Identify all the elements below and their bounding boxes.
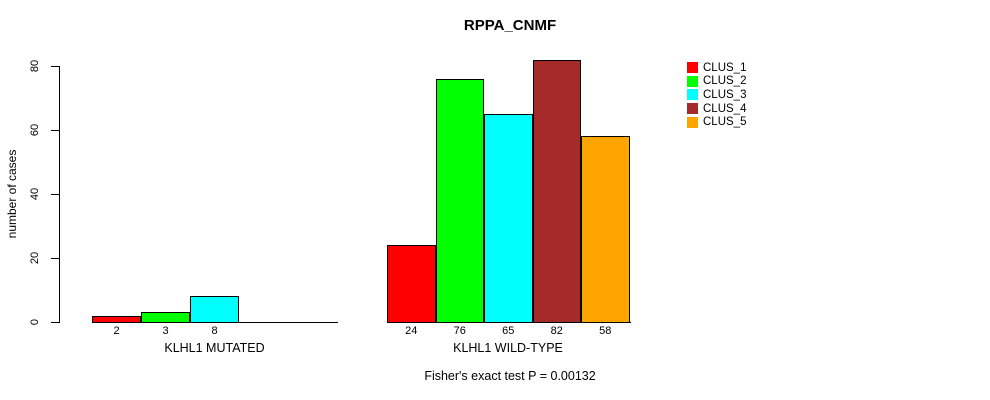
fisher-exact-test-annotation: Fisher's exact test P = 0.00132 [424, 369, 596, 383]
bar-value-label: 24 [405, 325, 418, 337]
legend-row-clus_3: CLUS_3 [687, 88, 746, 102]
bar-clus_4 [532, 59, 581, 323]
legend-row-clus_1: CLUS_1 [687, 61, 746, 75]
legend-swatch-icon [687, 103, 698, 115]
bar-value-label: 8 [211, 325, 218, 337]
legend-label: CLUS_1 [703, 61, 747, 74]
y-axis-tick [51, 322, 59, 323]
legend-row-clus_5: CLUS_5 [687, 115, 746, 129]
y-axis-tick-label: 20 [29, 251, 41, 265]
bar-clus_2 [435, 78, 484, 323]
bar-value-label: 58 [599, 325, 612, 337]
legend-label: CLUS_4 [703, 102, 747, 115]
y-axis-tick [51, 258, 59, 259]
bar-clus_2 [141, 312, 190, 323]
legend-label: CLUS_2 [703, 75, 747, 88]
y-axis-tick [51, 130, 59, 131]
legend-row-clus_2: CLUS_2 [687, 75, 746, 89]
y-axis-tick [51, 194, 59, 195]
legend-label: CLUS_5 [703, 116, 747, 129]
y-axis-tick [51, 66, 59, 67]
legend-swatch-icon [687, 75, 698, 87]
bar-clus_1 [92, 315, 141, 323]
legend-swatch-icon [687, 89, 698, 101]
group-label-klhl1-mutated: KLHL1 MUTATED [164, 341, 265, 355]
bar-value-label: 82 [550, 325, 563, 337]
y-axis-tick-label: 0 [29, 318, 41, 326]
bar-value-label: 2 [113, 325, 120, 337]
legend: CLUS_1 CLUS_2 CLUS_3 CLUS_4 CLUS_5 [687, 61, 746, 129]
legend-label: CLUS_3 [703, 88, 747, 101]
bar-clus_5 [581, 136, 630, 323]
y-axis-tick-label: 60 [29, 123, 41, 137]
bar-clus_3 [190, 296, 239, 323]
bar-value-label: 65 [502, 325, 515, 337]
legend-row-clus_4: CLUS_4 [687, 102, 746, 116]
y-axis-label: number of cases [5, 149, 19, 239]
group-label-klhl1-wild-type: KLHL1 WILD-TYPE [453, 341, 563, 355]
legend-swatch-icon [687, 116, 698, 128]
bar-clus_1 [387, 245, 436, 323]
bar-value-label: 76 [453, 325, 466, 337]
chart-title: RPPA_CNMF [463, 17, 557, 34]
legend-swatch-icon [687, 62, 698, 74]
bar-value-label: 3 [162, 325, 169, 337]
y-axis-line [59, 66, 60, 323]
bar-clus_3 [484, 114, 533, 323]
y-axis-tick-label: 80 [29, 59, 41, 73]
y-axis-tick-label: 40 [29, 187, 41, 201]
